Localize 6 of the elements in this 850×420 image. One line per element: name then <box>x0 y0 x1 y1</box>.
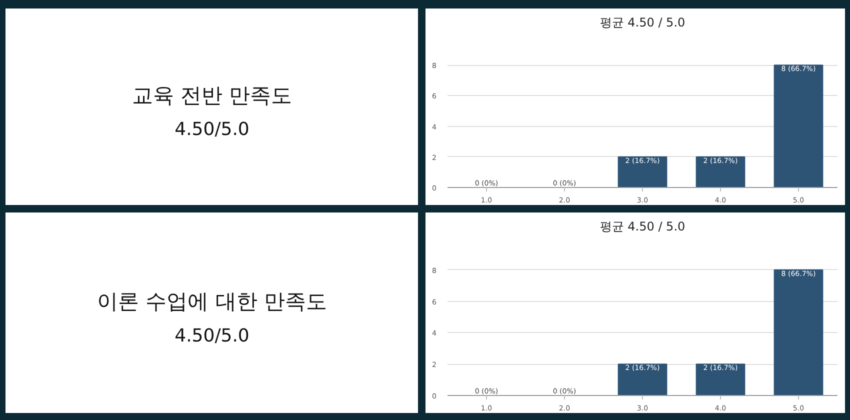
chart-title: 평균 4.50 / 5.0 <box>600 220 686 234</box>
text: 이론 수업에 대한 만족도 <box>96 289 328 314</box>
text: 교육 전반 만족도 <box>132 84 292 108</box>
text: 4.50/5.0 <box>174 325 250 346</box>
chart-title: 평균 4.50 / 5.0 <box>600 16 686 30</box>
text: 4.50/5.0 <box>174 118 250 140</box>
